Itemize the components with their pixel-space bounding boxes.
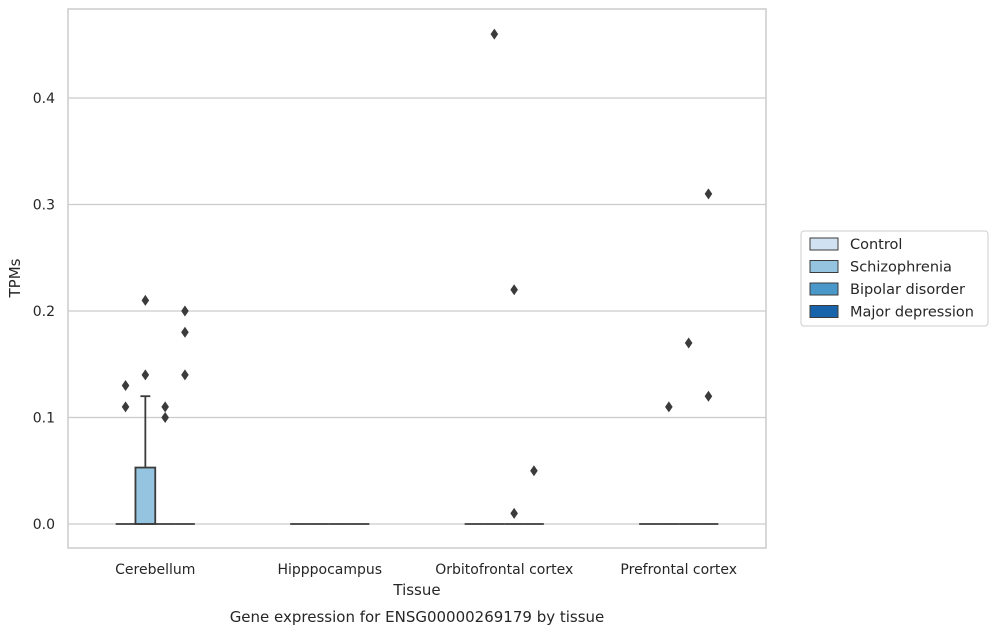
- y-tick-label: 0.4: [33, 91, 55, 107]
- outlier-point: [665, 401, 673, 413]
- outlier-point: [141, 294, 150, 306]
- y-tick-label: 0.3: [33, 198, 55, 214]
- outlier-point: [684, 337, 693, 349]
- legend-frame: [800, 230, 989, 327]
- legend-swatch: [809, 260, 839, 273]
- chart-caption: Gene expression for ENSG00000269179 by t…: [230, 608, 605, 626]
- x-tick-label: Cerebellum: [115, 562, 195, 578]
- box-schizophrenia: [134, 395, 157, 525]
- outlier-point: [530, 465, 538, 477]
- outlier-point: [704, 188, 713, 200]
- y-tick-labels: 0.0 0.1 0.2 0.3 0.4: [33, 91, 55, 533]
- box-body: [134, 466, 157, 525]
- y-axis-label: TPMs: [6, 258, 24, 298]
- y-tick-label: 0.1: [33, 411, 55, 427]
- outlier-point: [141, 369, 150, 381]
- outlier-point: [510, 284, 518, 296]
- x-tick-label: Prefrontal cortex: [620, 562, 737, 578]
- legend-swatch: [809, 282, 839, 296]
- legend-label: Control: [850, 237, 902, 253]
- outliers-layer: [121, 28, 713, 519]
- x-axis-label: Tissue: [392, 581, 440, 599]
- outlier-point: [181, 326, 189, 338]
- legend-swatch: [809, 305, 839, 318]
- y-tick-label: 0.2: [33, 304, 55, 320]
- x-tick-label: Orbitofrontal cortex: [435, 562, 573, 578]
- plot-frame: [67, 8, 767, 549]
- outlier-point: [121, 380, 130, 392]
- legend-label: Major depression: [850, 305, 974, 321]
- boxes-layer: [115, 395, 719, 525]
- gridlines: [68, 97, 766, 525]
- x-tick-labels: Cerebellum Hipppocampus Orbitofrontal cort…: [115, 562, 737, 578]
- y-tick-label: 0.0: [33, 517, 55, 533]
- outlier-point: [121, 401, 130, 413]
- legend: Control Schizophrenia Bipolar disorder Majo…: [800, 230, 989, 327]
- legend-swatch: [809, 237, 839, 251]
- outlier-point: [704, 390, 713, 402]
- outlier-point: [490, 28, 499, 40]
- outlier-point: [181, 305, 189, 317]
- outlier-point: [510, 507, 518, 519]
- outlier-point: [161, 412, 169, 423]
- outlier-point: [181, 369, 189, 381]
- x-tick-label: Hipppocampus: [277, 562, 382, 578]
- outlier-point: [161, 401, 169, 413]
- legend-label: Bipolar disorder: [850, 282, 965, 298]
- legend-label: Schizophrenia: [850, 260, 952, 276]
